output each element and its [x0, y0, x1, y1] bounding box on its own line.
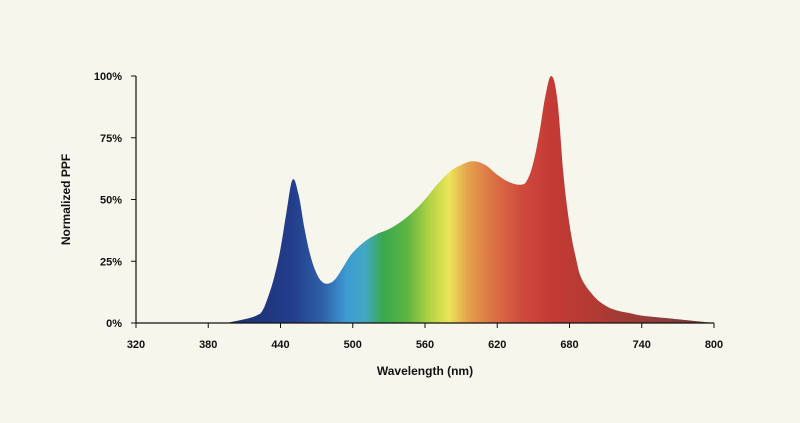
y-axis-ticks: 0% 25% 50% 75% 100% — [94, 71, 136, 330]
x-tick-label: 620 — [488, 339, 506, 351]
y-tick-label: 50% — [100, 195, 122, 207]
x-tick-label: 680 — [560, 339, 578, 351]
y-tick-label: 75% — [100, 133, 122, 145]
y-tick-label: 25% — [100, 256, 122, 268]
x-tick-label: 740 — [633, 339, 651, 351]
y-tick-label: 100% — [94, 71, 122, 83]
x-tick-label: 560 — [416, 339, 434, 351]
x-tick-label: 500 — [344, 339, 362, 351]
x-tick-label: 800 — [705, 339, 723, 351]
x-axis-ticks: 320 380 440 500 560 620 680 740 800 — [127, 323, 723, 351]
x-tick-label: 380 — [199, 339, 217, 351]
y-axis-title: Normalized PPF — [59, 154, 73, 245]
x-tick-label: 320 — [127, 339, 145, 351]
x-tick-label: 440 — [271, 339, 289, 351]
spectrum-chart: 320 380 440 500 560 620 680 740 800 0% 25% 50% 75% 1… — [0, 0, 800, 423]
spectrum-area — [226, 76, 714, 323]
y-tick-label: 0% — [106, 318, 122, 330]
x-axis-title: Wavelength (nm) — [377, 364, 473, 378]
